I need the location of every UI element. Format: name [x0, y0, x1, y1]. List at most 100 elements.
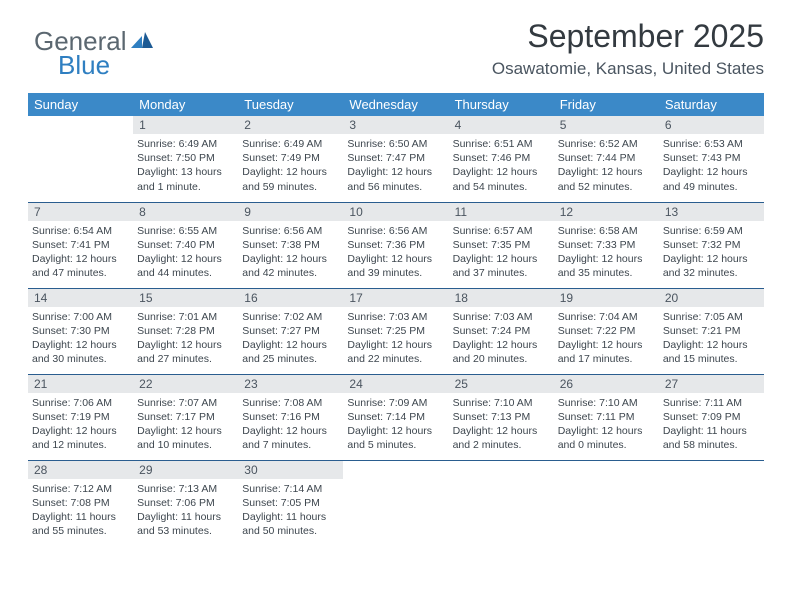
sunset-text: Sunset: 7:44 PM [558, 151, 655, 165]
calendar-cell: 25Sunrise: 7:10 AMSunset: 7:13 PMDayligh… [449, 374, 554, 460]
sunset-text: Sunset: 7:08 PM [32, 496, 129, 510]
daylight1-text: Daylight: 12 hours [347, 338, 444, 352]
sunrise-text: Sunrise: 7:02 AM [242, 310, 339, 324]
sunrise-text: Sunrise: 7:06 AM [32, 396, 129, 410]
daylight1-text: Daylight: 12 hours [558, 252, 655, 266]
sunset-text: Sunset: 7:41 PM [32, 238, 129, 252]
daylight2-text: and 50 minutes. [242, 524, 339, 538]
daylight2-text: and 12 minutes. [32, 438, 129, 452]
daylight2-text: and 22 minutes. [347, 352, 444, 366]
sunrise-text: Sunrise: 6:49 AM [137, 137, 234, 151]
calendar-cell: 1Sunrise: 6:49 AMSunset: 7:50 PMDaylight… [133, 116, 238, 202]
day-number: 14 [28, 289, 133, 307]
daylight2-text: and 32 minutes. [663, 266, 760, 280]
weekday-header: Tuesday [238, 93, 343, 116]
sunset-text: Sunset: 7:49 PM [242, 151, 339, 165]
day-info: Sunrise: 7:00 AMSunset: 7:30 PMDaylight:… [28, 307, 133, 367]
location-text: Osawatomie, Kansas, United States [28, 59, 764, 79]
sunset-text: Sunset: 7:46 PM [453, 151, 550, 165]
calendar-cell: 12Sunrise: 6:58 AMSunset: 7:33 PMDayligh… [554, 202, 659, 288]
sunset-text: Sunset: 7:32 PM [663, 238, 760, 252]
calendar-cell: 20Sunrise: 7:05 AMSunset: 7:21 PMDayligh… [659, 288, 764, 374]
sunrise-text: Sunrise: 6:54 AM [32, 224, 129, 238]
daylight2-text: and 27 minutes. [137, 352, 234, 366]
day-info: Sunrise: 6:59 AMSunset: 7:32 PMDaylight:… [659, 221, 764, 281]
daylight1-text: Daylight: 12 hours [32, 252, 129, 266]
calendar-cell: 8Sunrise: 6:55 AMSunset: 7:40 PMDaylight… [133, 202, 238, 288]
sunrise-text: Sunrise: 7:12 AM [32, 482, 129, 496]
day-info: Sunrise: 6:49 AMSunset: 7:49 PMDaylight:… [238, 134, 343, 194]
day-number: 4 [449, 116, 554, 134]
day-number: 2 [238, 116, 343, 134]
calendar-cell: 18Sunrise: 7:03 AMSunset: 7:24 PMDayligh… [449, 288, 554, 374]
sunrise-text: Sunrise: 7:04 AM [558, 310, 655, 324]
day-info: Sunrise: 7:13 AMSunset: 7:06 PMDaylight:… [133, 479, 238, 539]
daylight2-text: and 35 minutes. [558, 266, 655, 280]
day-info: Sunrise: 6:54 AMSunset: 7:41 PMDaylight:… [28, 221, 133, 281]
calendar-cell [554, 460, 659, 546]
day-number: 16 [238, 289, 343, 307]
sunset-text: Sunset: 7:16 PM [242, 410, 339, 424]
day-info: Sunrise: 6:50 AMSunset: 7:47 PMDaylight:… [343, 134, 448, 194]
day-number: 11 [449, 203, 554, 221]
calendar-cell: 6Sunrise: 6:53 AMSunset: 7:43 PMDaylight… [659, 116, 764, 202]
daylight2-text: and 53 minutes. [137, 524, 234, 538]
sunrise-text: Sunrise: 6:56 AM [242, 224, 339, 238]
sunrise-text: Sunrise: 7:05 AM [663, 310, 760, 324]
sunset-text: Sunset: 7:38 PM [242, 238, 339, 252]
daylight2-text: and 52 minutes. [558, 180, 655, 194]
day-info: Sunrise: 7:09 AMSunset: 7:14 PMDaylight:… [343, 393, 448, 453]
day-info: Sunrise: 6:57 AMSunset: 7:35 PMDaylight:… [449, 221, 554, 281]
daylight2-text: and 2 minutes. [453, 438, 550, 452]
calendar-cell: 24Sunrise: 7:09 AMSunset: 7:14 PMDayligh… [343, 374, 448, 460]
calendar-week: 21Sunrise: 7:06 AMSunset: 7:19 PMDayligh… [28, 374, 764, 460]
sunrise-text: Sunrise: 6:49 AM [242, 137, 339, 151]
daylight1-text: Daylight: 11 hours [663, 424, 760, 438]
sunrise-text: Sunrise: 7:10 AM [453, 396, 550, 410]
day-info: Sunrise: 6:49 AMSunset: 7:50 PMDaylight:… [133, 134, 238, 194]
sunset-text: Sunset: 7:43 PM [663, 151, 760, 165]
sunset-text: Sunset: 7:36 PM [347, 238, 444, 252]
calendar-cell: 26Sunrise: 7:10 AMSunset: 7:11 PMDayligh… [554, 374, 659, 460]
daylight2-text: and 10 minutes. [137, 438, 234, 452]
daylight2-text: and 37 minutes. [453, 266, 550, 280]
sunset-text: Sunset: 7:06 PM [137, 496, 234, 510]
day-number: 10 [343, 203, 448, 221]
calendar-cell [659, 460, 764, 546]
day-number: 12 [554, 203, 659, 221]
daylight2-text: and 47 minutes. [32, 266, 129, 280]
calendar-cell: 16Sunrise: 7:02 AMSunset: 7:27 PMDayligh… [238, 288, 343, 374]
sunset-text: Sunset: 7:40 PM [137, 238, 234, 252]
day-number: 26 [554, 375, 659, 393]
day-info: Sunrise: 6:51 AMSunset: 7:46 PMDaylight:… [449, 134, 554, 194]
daylight1-text: Daylight: 12 hours [347, 424, 444, 438]
day-info: Sunrise: 6:53 AMSunset: 7:43 PMDaylight:… [659, 134, 764, 194]
sunrise-text: Sunrise: 6:56 AM [347, 224, 444, 238]
calendar-cell: 3Sunrise: 6:50 AMSunset: 7:47 PMDaylight… [343, 116, 448, 202]
day-info: Sunrise: 6:56 AMSunset: 7:36 PMDaylight:… [343, 221, 448, 281]
daylight1-text: Daylight: 12 hours [347, 165, 444, 179]
calendar-cell: 27Sunrise: 7:11 AMSunset: 7:09 PMDayligh… [659, 374, 764, 460]
sunset-text: Sunset: 7:24 PM [453, 324, 550, 338]
day-info: Sunrise: 7:11 AMSunset: 7:09 PMDaylight:… [659, 393, 764, 453]
daylight2-text: and 55 minutes. [32, 524, 129, 538]
day-info: Sunrise: 6:52 AMSunset: 7:44 PMDaylight:… [554, 134, 659, 194]
sunrise-text: Sunrise: 7:08 AM [242, 396, 339, 410]
day-number: 22 [133, 375, 238, 393]
daylight1-text: Daylight: 12 hours [32, 424, 129, 438]
daylight2-text: and 59 minutes. [242, 180, 339, 194]
day-number: 24 [343, 375, 448, 393]
calendar-week: 7Sunrise: 6:54 AMSunset: 7:41 PMDaylight… [28, 202, 764, 288]
sunrise-text: Sunrise: 6:55 AM [137, 224, 234, 238]
day-number: 25 [449, 375, 554, 393]
day-number: 20 [659, 289, 764, 307]
sunset-text: Sunset: 7:47 PM [347, 151, 444, 165]
day-number: 18 [449, 289, 554, 307]
day-number: 1 [133, 116, 238, 134]
sunrise-text: Sunrise: 6:59 AM [663, 224, 760, 238]
sunset-text: Sunset: 7:30 PM [32, 324, 129, 338]
day-info: Sunrise: 7:02 AMSunset: 7:27 PMDaylight:… [238, 307, 343, 367]
calendar-cell: 17Sunrise: 7:03 AMSunset: 7:25 PMDayligh… [343, 288, 448, 374]
calendar-cell: 13Sunrise: 6:59 AMSunset: 7:32 PMDayligh… [659, 202, 764, 288]
day-info: Sunrise: 7:14 AMSunset: 7:05 PMDaylight:… [238, 479, 343, 539]
